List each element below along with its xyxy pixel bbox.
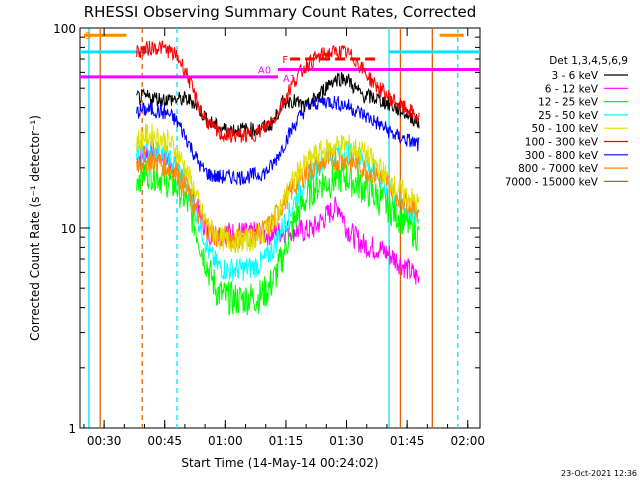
x-axis-label: Start Time (14-May-14 00:24:02) — [181, 456, 378, 470]
legend-entry: 7000 - 15000 keV — [505, 176, 599, 188]
series-line — [136, 155, 420, 316]
legend-entry: 100 - 300 keV — [525, 137, 599, 149]
series-line — [136, 94, 420, 186]
series-line — [136, 40, 420, 143]
event-markers: S A0 A1 F — [80, 28, 480, 428]
x-tick-label: 01:45 — [390, 434, 425, 448]
x-axis-ticks: 00:30 00:45 01:00 01:15 01:30 01:45 02:00 — [83, 28, 485, 448]
plot-frame — [79, 27, 481, 429]
legend-entry: 12 - 25 keV — [538, 97, 599, 109]
legend-entry: 6 - 12 keV — [545, 83, 599, 95]
annotation-label: S — [85, 31, 91, 42]
annotation-label: A1 — [283, 74, 296, 85]
annotation-label: F — [282, 55, 288, 66]
chart-title: RHESSI Observing Summary Count Rates, Co… — [84, 3, 477, 21]
series-lines — [136, 40, 420, 316]
x-tick-label: 00:45 — [147, 434, 182, 448]
y-axis-ticks: 1 10 100 — [53, 22, 480, 436]
legend-entry: 25 - 50 keV — [538, 110, 599, 122]
legend-title: Det 1,3,4,5,6,9 — [549, 55, 628, 67]
timestamp: 23-Oct-2021 12:36 — [561, 469, 637, 478]
y-tick-label: 10 — [61, 222, 76, 236]
y-tick-label: 1 — [68, 422, 76, 436]
y-tick-label: 100 — [53, 22, 76, 36]
legend-entry: 300 - 800 keV — [525, 150, 599, 162]
legend-entry: 50 - 100 keV — [531, 123, 598, 135]
x-tick-label: 01:30 — [329, 434, 364, 448]
x-tick-label: 00:30 — [87, 434, 122, 448]
x-tick-label: 01:00 — [208, 434, 243, 448]
x-tick-label: 02:00 — [450, 434, 485, 448]
series-line — [136, 72, 420, 139]
annotation-label: A0 — [258, 66, 271, 77]
x-tick-label: 01:15 — [269, 434, 304, 448]
legend-entry: 3 - 6 keV — [551, 70, 598, 82]
legend-entry: 800 - 7000 keV — [518, 163, 599, 175]
y-axis-label: Corrected Count Rate (s⁻¹ detector⁻¹) — [28, 115, 42, 341]
series-line — [136, 123, 420, 253]
